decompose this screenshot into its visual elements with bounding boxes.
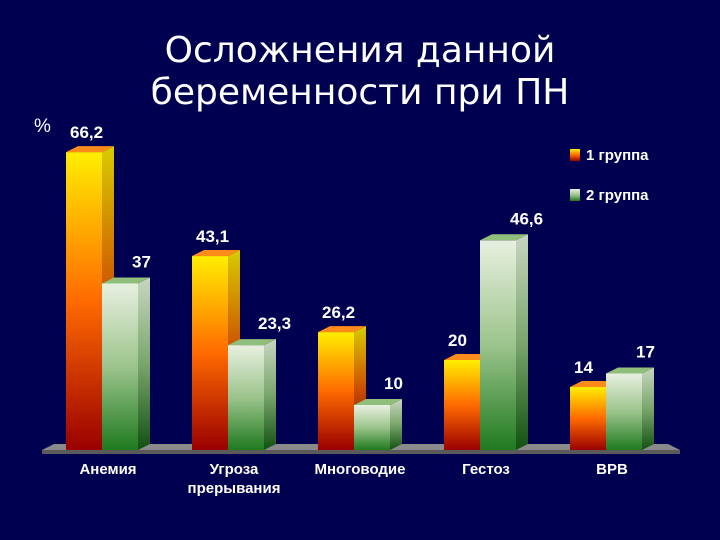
legend-item-2: 2 группа	[570, 187, 649, 204]
data-label-s2-2: 10	[384, 374, 403, 393]
bar-s2-1	[228, 339, 276, 450]
category-label-4: ВРВ	[596, 461, 628, 478]
data-label-s1-4: 14	[574, 358, 593, 377]
title-line-2: беременности при ПН	[150, 72, 570, 113]
legend-swatch-2	[570, 189, 580, 201]
bar-s2-3	[480, 234, 528, 450]
data-label-s1-1: 43,1	[196, 227, 229, 246]
y-axis-unit-label: %	[34, 116, 51, 137]
bar-s2-0	[102, 277, 150, 450]
data-label-s2-0: 37	[132, 253, 151, 272]
bar-s2-2	[354, 399, 402, 450]
category-label-1: Угроза прерывания	[188, 461, 281, 497]
data-label-s1-3: 20	[448, 331, 467, 350]
data-label-s1-2: 26,2	[322, 303, 355, 322]
category-label-3: Гестоз	[462, 461, 510, 478]
chart-title: Осложнения данной беременности при ПН	[100, 30, 620, 114]
category-label-2: Многоводие	[314, 461, 405, 478]
legend-label-1: 1 группа	[586, 147, 649, 164]
title-line-1: Осложнения данной	[164, 30, 556, 71]
legend-item-1: 1 группа	[570, 147, 649, 164]
legend: 1 группа 2 группа	[570, 147, 649, 204]
category-label-0: Анемия	[79, 461, 136, 478]
bar-s2-4	[606, 367, 654, 450]
data-label-s2-3: 46,6	[510, 209, 543, 228]
data-label-s2-4: 17	[636, 343, 655, 362]
data-label-s1-0: 66,2	[70, 123, 103, 142]
legend-label-2: 2 группа	[586, 187, 649, 204]
data-label-s2-1: 23,3	[258, 314, 291, 333]
legend-swatch-1	[570, 149, 580, 161]
